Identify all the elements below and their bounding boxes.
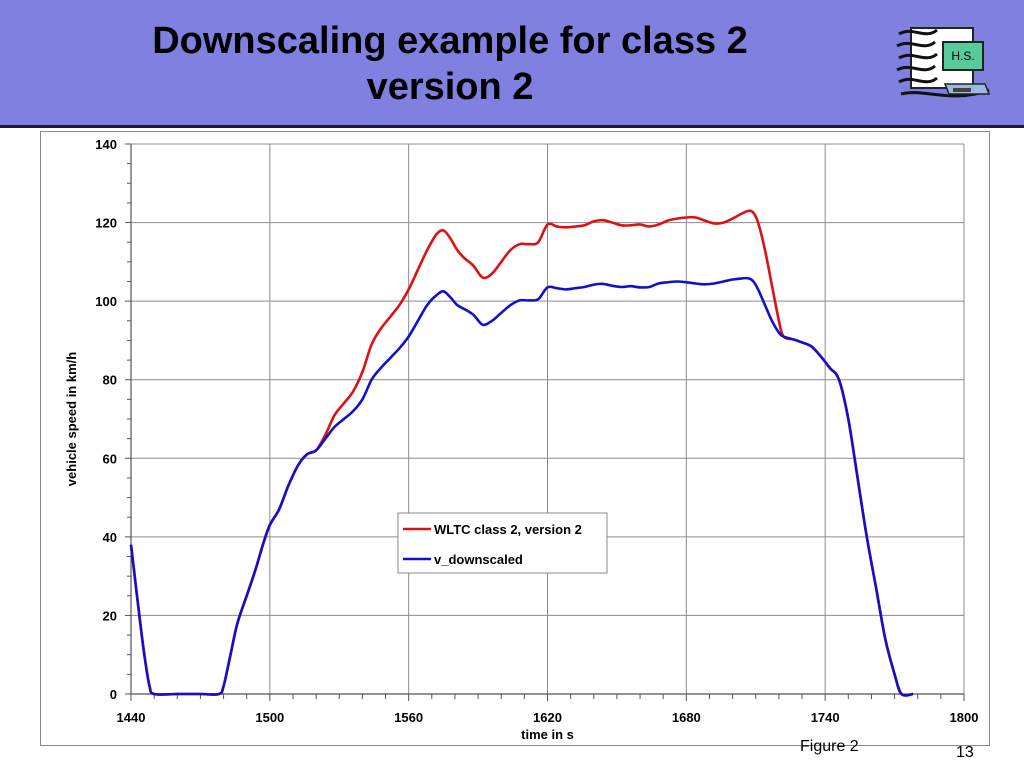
legend: WLTC class 2, version 2 v_downscaled: [397, 512, 608, 574]
axes: 0 20 40 60 80 100 120 140 1440 1500 1560 1620 1680 17…: [95, 137, 978, 725]
line-chart: 0 20 40 60 80 100 120 140 1440 1500 1560 1620 1680 17…: [64, 137, 978, 742]
slide-title-line1: Downscaling example for class 2: [152, 20, 748, 62]
slide-title: Downscaling example for class 2 version …: [60, 18, 840, 110]
x-axis-title: time in s: [521, 727, 574, 742]
chart-frame: 0 20 40 60 80 100 120 140 1440 1500 1560 1620 1680 17…: [40, 131, 990, 746]
y-tick-label: 140: [95, 137, 117, 152]
figure-caption: Figure 2: [800, 738, 859, 755]
x-tick-label: 1440: [117, 710, 146, 725]
x-tick-label: 1680: [672, 710, 701, 725]
y-tick-label: 60: [103, 451, 117, 466]
series-line-2: [129, 276, 914, 697]
logo-text: H.S.: [951, 49, 974, 63]
y-axis-title: vehicle speed in km/h: [64, 352, 79, 486]
x-tick-label: 1740: [811, 710, 840, 725]
y-tick-label: 40: [103, 530, 117, 545]
y-tick-label: 100: [95, 294, 117, 309]
y-tick-label: 120: [95, 216, 117, 231]
legend-label-2: v_downscaled: [434, 552, 523, 567]
series-line-1: [129, 209, 914, 697]
legend-box: [397, 512, 608, 574]
slide-title-line2: version 2: [366, 66, 534, 108]
series-lines: [129, 209, 914, 697]
x-tick-label: 1620: [533, 710, 562, 725]
gridlines: [131, 143, 965, 694]
y-tick-label: 0: [110, 687, 117, 702]
hs-logo-icon: H.S.: [893, 22, 993, 108]
x-tick-label: 1500: [255, 710, 284, 725]
page-number: 13: [956, 744, 974, 761]
legend-label-1: WLTC class 2, version 2: [434, 522, 582, 537]
slide-header: [0, 0, 1024, 125]
y-tick-label: 20: [103, 608, 117, 623]
y-tick-label: 80: [103, 373, 117, 388]
x-tick-label: 1560: [394, 710, 423, 725]
x-tick-label: 1800: [950, 710, 979, 725]
header-divider: [0, 125, 1024, 128]
